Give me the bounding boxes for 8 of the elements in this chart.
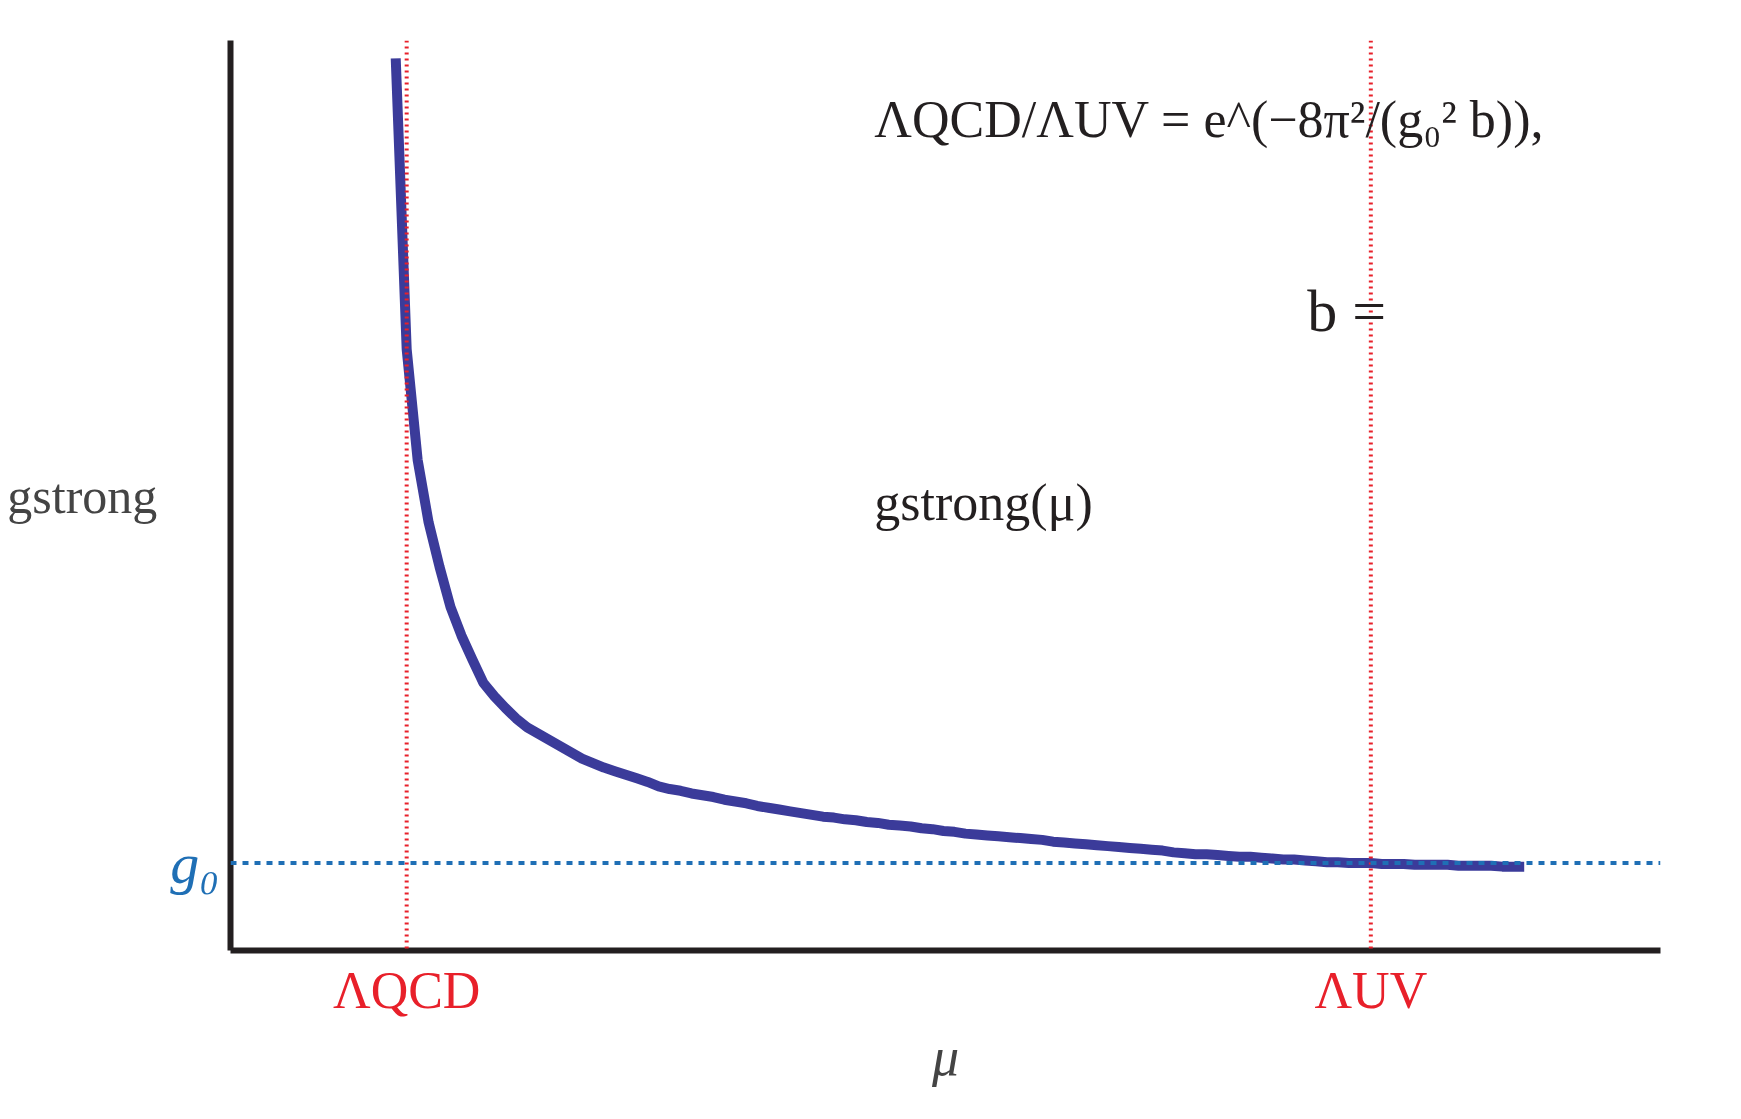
y-axis-title: gstrong <box>7 467 158 524</box>
x-tick-label: ΛUV <box>1314 961 1428 1019</box>
annotation: gstrong(μ) <box>874 474 1093 533</box>
x-tick-label: ΛQCD <box>332 961 481 1019</box>
ref-line-label: g₀ <box>170 830 220 896</box>
annotation: ΛQCD/ΛUV = e^(−8π²/(g₀² b)), <box>874 90 1544 149</box>
annotation: b = <box>1307 277 1387 344</box>
x-axis-title: μ <box>930 1026 960 1087</box>
